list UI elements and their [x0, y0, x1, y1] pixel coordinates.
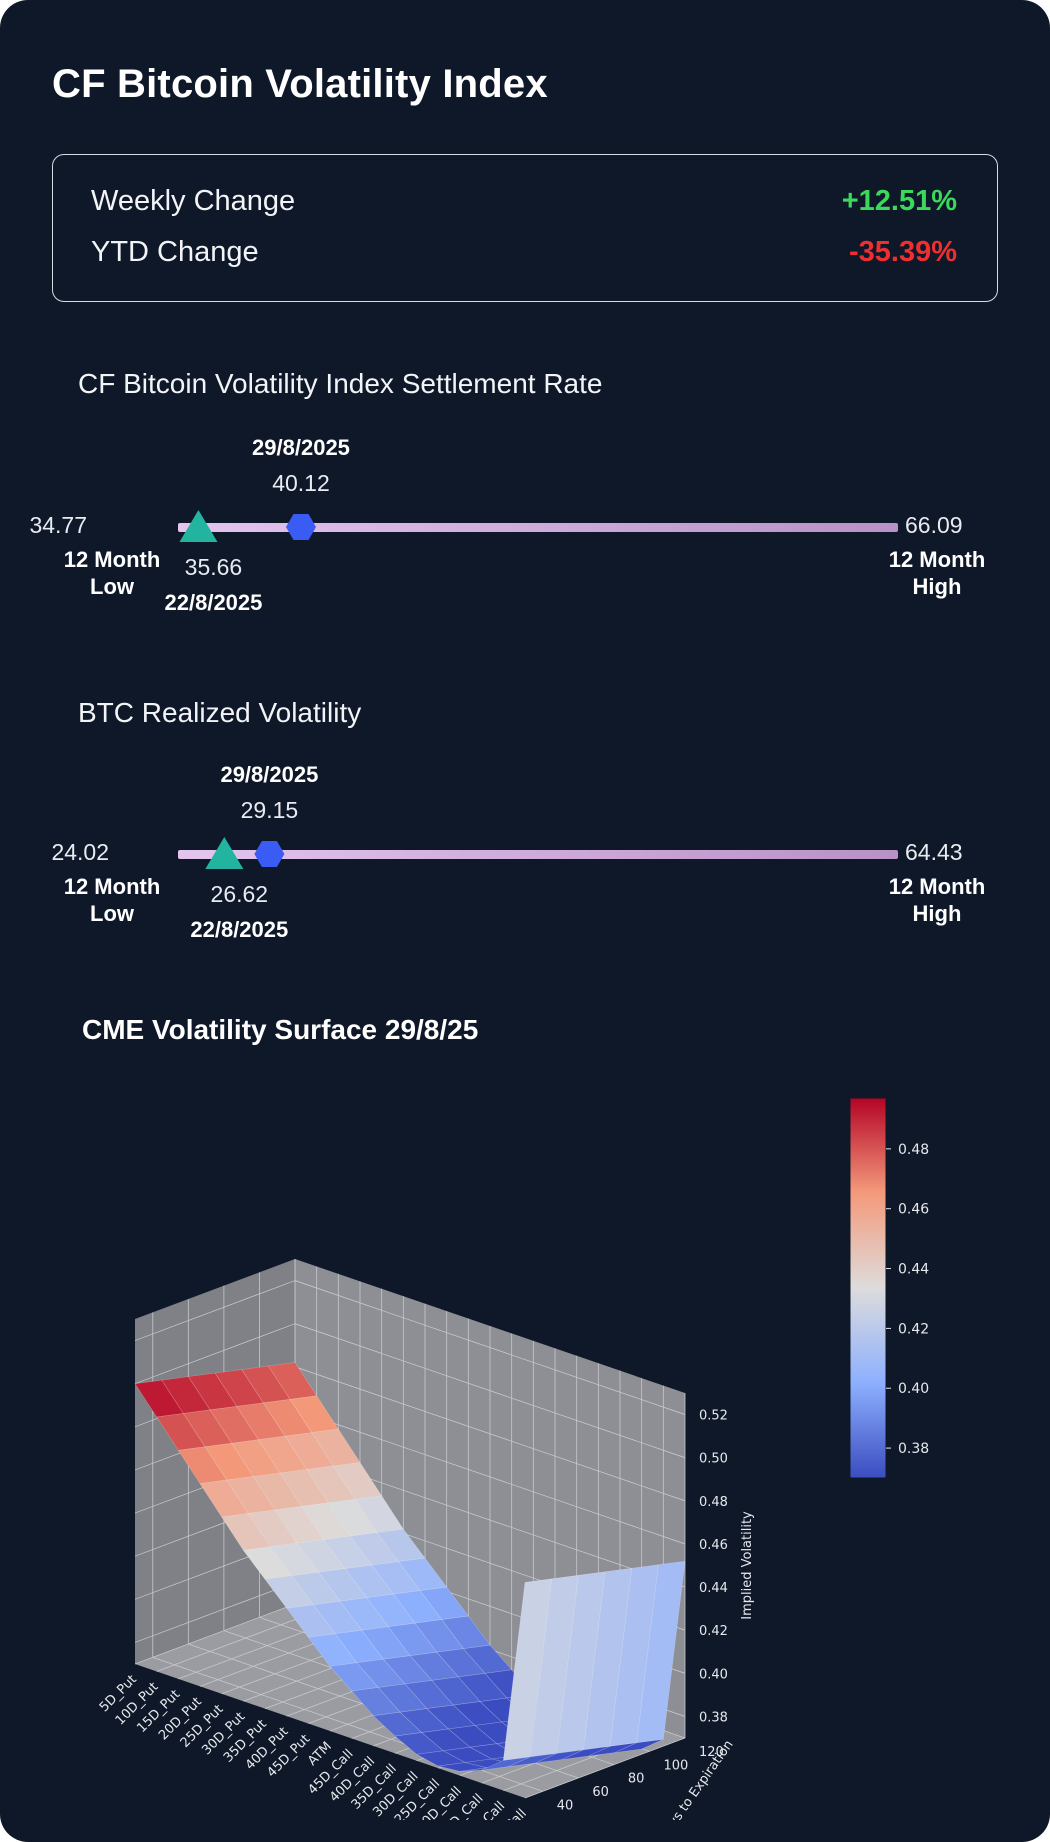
high-caption: 12 Month High [888, 547, 986, 599]
current-marker [286, 514, 316, 540]
z-tick-label: 0.40 [699, 1667, 728, 1682]
z-tick-label: 0.50 [699, 1452, 728, 1467]
settlement-rate-title: CF Bitcoin Volatility Index Settlement R… [78, 368, 603, 399]
z-axis-label: Implied Volatility [740, 1511, 755, 1620]
change-summary-box: Weekly Change +12.51% YTD Change -35.39% [52, 154, 998, 302]
current-value: 40.12 [272, 470, 330, 496]
low-value: 34.77 [29, 512, 87, 538]
low-value: 24.02 [51, 839, 109, 865]
colorbar-gradient [849, 1097, 887, 1479]
surface-facet [609, 1564, 659, 1747]
y-axis-label: Days to Expiration [656, 1738, 737, 1820]
range-bar [178, 523, 898, 532]
low-caption: 12 Month Low [63, 547, 161, 599]
y-tick-label: 40 [557, 1798, 574, 1813]
ytd-change-value: -35.39% [848, 236, 957, 268]
z-tick-label: 0.52 [699, 1409, 728, 1424]
y-tick-label: 60 [592, 1785, 609, 1800]
surface-facet [529, 1574, 579, 1758]
surface-facet [582, 1567, 633, 1751]
z-tick-label: 0.48 [699, 1495, 728, 1510]
previous-value: 26.62 [210, 881, 269, 907]
surface-facet [502, 1578, 553, 1761]
colorbar-tick-label: 0.44 [898, 1262, 929, 1278]
low-caption: 12 Month Low [63, 874, 161, 926]
surface-title: CME Volatility Surface 29/8/25 [82, 1014, 479, 1045]
range-bar [178, 850, 898, 859]
ytd-change-row: YTD Change -35.39% [91, 236, 957, 276]
previous-marker [179, 510, 218, 542]
current-date: 29/8/2025 [220, 762, 319, 787]
floor-grid-line [156, 1611, 317, 1672]
z-tick-label: 0.44 [699, 1581, 728, 1596]
floor-grid-line [134, 1603, 296, 1665]
back-grid-line [294, 1323, 686, 1459]
back-grid-line [294, 1409, 686, 1545]
weekly-change-value: +12.51% [841, 185, 957, 217]
side-grid-line [134, 1582, 296, 1643]
floor-grid-line [524, 1737, 686, 1799]
weekly-change-row: Weekly Change +12.51% [91, 185, 957, 225]
z-tick-label: 0.46 [699, 1538, 728, 1553]
back-grid-line [294, 1366, 686, 1502]
current-date: 29/8/2025 [252, 435, 350, 460]
volatility-surface-svg: 5D_Put10D_Put15D_Put20D_Put25D_Put30D_Pu… [97, 1097, 929, 1842]
previous-date: 22/8/2025 [164, 590, 263, 615]
colorbar-tick-label: 0.38 [898, 1441, 929, 1457]
realized-vol-range: 24.02 12 Month Low 64.43 12 Month High 2… [0, 757, 1050, 957]
ytd-change-label: YTD Change [91, 236, 259, 268]
z-tick-label: 0.42 [699, 1624, 728, 1639]
z-tick-label: 0.38 [699, 1710, 728, 1725]
high-value: 64.43 [905, 839, 963, 865]
y-tick-label: 100 [663, 1758, 688, 1773]
page-title: CF Bitcoin Volatility Index [52, 62, 548, 106]
current-value: 29.15 [240, 797, 299, 823]
settlement-range-plot [178, 510, 898, 542]
weekly-change-label: Weekly Change [91, 185, 296, 217]
settlement-rate-range: 34.77 12 Month Low 66.09 12 Month High 2… [0, 430, 1050, 630]
current-marker [254, 841, 285, 867]
y-tick-label: 120 [699, 1745, 724, 1760]
previous-value: 35.66 [184, 554, 243, 580]
realized-vol-title: BTC Realized Volatility [78, 697, 362, 728]
high-value: 66.09 [905, 512, 963, 538]
volatility-surface-chart: 5D_Put 10D_Put 15D_Put 20D_Put 25D_Put 30D_Pu… [0, 1060, 1050, 1842]
previous-date: 22/8/2025 [190, 917, 289, 942]
realized-range-plot [178, 837, 898, 869]
side-grid-line [134, 1323, 296, 1385]
high-caption: 12 Month High [888, 874, 986, 926]
y-tick-label: 80 [628, 1772, 645, 1787]
back-grid-line [294, 1280, 686, 1415]
colorbar-tick-label: 0.48 [898, 1142, 929, 1158]
colorbar: 0.38 0.40 0.42 0.44 0.46 0.48 [849, 1097, 929, 1479]
side-grid-line [134, 1280, 296, 1341]
previous-marker [205, 837, 244, 869]
surface-mesh [134, 1362, 686, 1772]
colorbar-tick-label: 0.46 [898, 1202, 929, 1218]
colorbar-tick-label: 0.42 [898, 1321, 929, 1337]
colorbar-tick-label: 0.40 [898, 1381, 929, 1397]
